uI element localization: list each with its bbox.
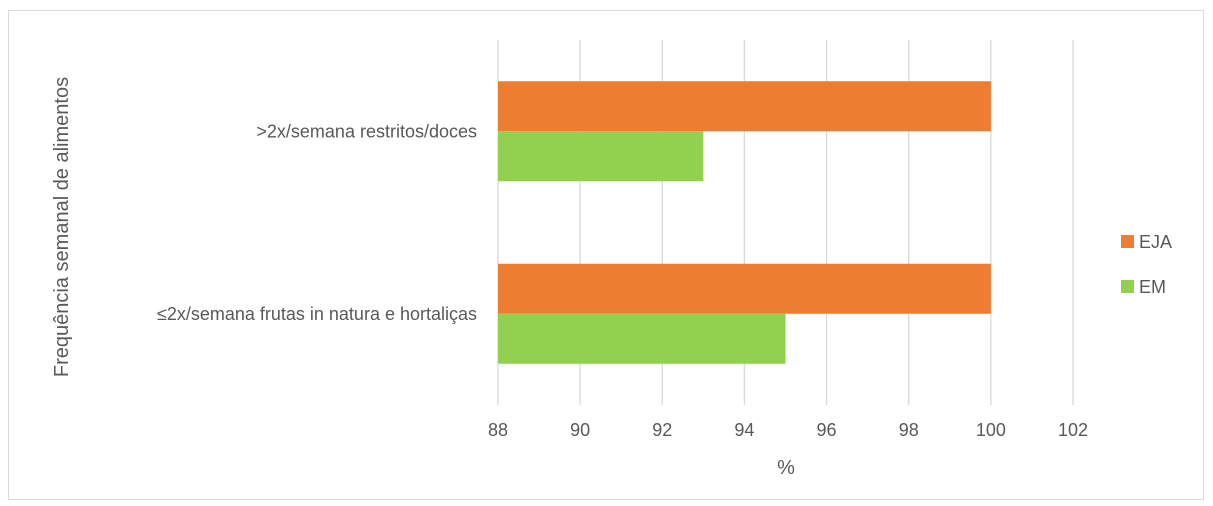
category-labels: >2x/semana restritos/doces ≤2x/semana fru…: [157, 121, 477, 324]
x-tick-label: 88: [488, 420, 508, 440]
legend-swatch-em: [1121, 280, 1134, 293]
legend-swatch-eja: [1121, 235, 1134, 248]
bar-em-0: [498, 131, 704, 182]
x-tick-label: 96: [817, 420, 837, 440]
x-tick-label: 94: [734, 420, 754, 440]
bars: [498, 81, 991, 364]
legend-label-eja: EJA: [1139, 232, 1172, 252]
category-label: >2x/semana restritos/doces: [256, 121, 477, 141]
legend: EJA EM: [1121, 232, 1172, 297]
bar-eja-0: [498, 81, 991, 132]
x-tick-label: 100: [976, 420, 1006, 440]
legend-label-em: EM: [1139, 277, 1166, 297]
x-tick-label: 90: [570, 420, 590, 440]
x-axis-title: %: [777, 457, 795, 479]
x-tick-label: 102: [1058, 420, 1088, 440]
x-tick-label: 92: [652, 420, 672, 440]
bar-eja-1: [498, 263, 991, 314]
category-label: ≤2x/semana frutas in natura e hortaliças: [157, 304, 477, 324]
y-axis-title: Frequência semanal de alimentos: [51, 77, 73, 377]
x-tick-labels: 88 90 92 94 96 98 100 102: [488, 420, 1088, 440]
bar-em-1: [498, 313, 786, 364]
x-tick-label: 98: [899, 420, 919, 440]
